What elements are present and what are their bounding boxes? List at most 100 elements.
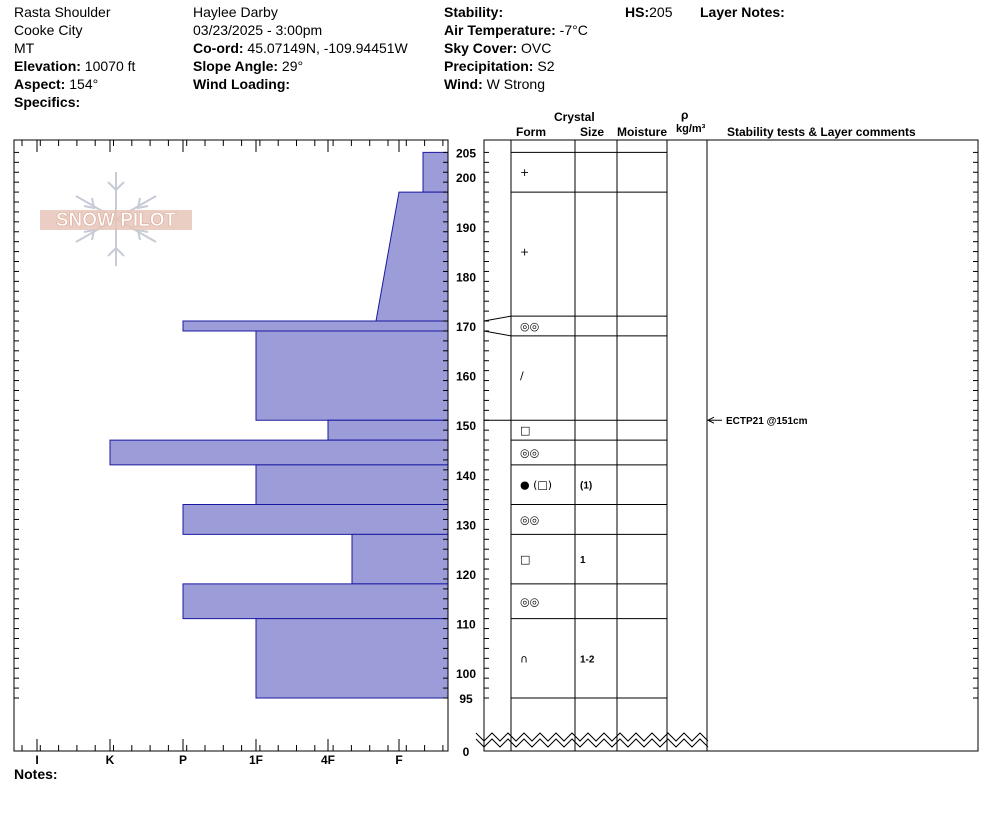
- wind-value: W Strong: [482, 76, 545, 92]
- slope-value: 29°: [278, 58, 304, 74]
- elevation-row: Elevation: 10070 ft: [14, 57, 135, 75]
- crystal-size: (1): [580, 481, 592, 492]
- hardness-tick-label: 4F: [321, 753, 335, 767]
- elevation-label: Elevation:: [14, 58, 81, 74]
- chart-frames: I K P 1F 4F F: [13, 139, 979, 767]
- hs-value: 205: [649, 4, 673, 20]
- crystal-size: 1: [580, 555, 586, 566]
- moisture-caption: Moisture: [617, 125, 668, 139]
- coord-value: 45.07149N, -109.94451W: [243, 40, 408, 56]
- aspect-row: Aspect: 154°: [14, 75, 135, 93]
- layer-notes-row: Layer Notes:: [700, 3, 785, 21]
- coord-label: Co-ord:: [193, 40, 244, 56]
- aspect-label: Aspect:: [14, 76, 66, 92]
- hardness-bar: [255, 618, 449, 699]
- slope-row: Slope Angle: 29°: [193, 57, 408, 75]
- slope-label: Slope Angle:: [193, 58, 279, 74]
- rho-caption: ρ: [681, 108, 689, 122]
- notes-label: Notes:: [14, 766, 58, 782]
- hardness-bar: [109, 439, 449, 466]
- layer-table: [483, 151, 667, 699]
- logo-banner: [40, 210, 192, 230]
- stability-tests: ECTP21 @151cm: [706, 416, 808, 427]
- depth-tick-label: 160: [456, 370, 476, 384]
- crystal-form: □: [520, 424, 530, 437]
- crystal-form: +: [520, 166, 529, 179]
- crystal-form: +: [520, 246, 529, 259]
- sky-row: Sky Cover: OVC: [444, 39, 588, 57]
- crystal-form: ∩: [520, 652, 528, 665]
- depth-tick-label: 120: [456, 568, 476, 582]
- form-caption: Form: [516, 125, 546, 139]
- crystal-form: /: [520, 370, 524, 383]
- hardness-bar: [255, 330, 449, 421]
- sky-value: OVC: [517, 40, 552, 56]
- hs-label: HS:: [625, 4, 650, 20]
- layer-connector: [483, 330, 512, 337]
- hardness-bar: [182, 583, 449, 620]
- logo-text: SNOW PILOT: [56, 210, 177, 231]
- hs-row: HS:205: [625, 3, 672, 21]
- state-name: MT: [14, 40, 35, 56]
- region-name: Cooke City: [14, 22, 83, 38]
- depth-tick-label: 180: [456, 270, 476, 284]
- elevation-value: 10070 ft: [80, 58, 136, 74]
- layer-notes-label: Layer Notes:: [700, 4, 785, 20]
- crystal-form: ◎◎: [520, 446, 539, 459]
- depth-tick-label: 150: [456, 419, 476, 433]
- hardness-profile: [109, 151, 449, 699]
- hardness-tick-label: K: [106, 753, 115, 767]
- axis-break: [475, 732, 709, 742]
- notes-row: Notes:: [14, 765, 58, 783]
- depth-tick-label: 170: [456, 320, 476, 334]
- specifics-label: Specifics:: [14, 94, 81, 110]
- hardness-frame: [13, 139, 449, 752]
- depth-tick-label: 190: [456, 221, 476, 235]
- depth-tick-label: 110: [456, 618, 476, 632]
- air-temp-label: Air Temperature:: [444, 22, 556, 38]
- coord-row: Co-ord: 45.07149N, -109.94451W: [193, 39, 408, 57]
- hardness-bar: [182, 504, 449, 535]
- depth-tick-label: 95: [459, 692, 473, 706]
- wind-loading-label: Wind Loading:: [193, 76, 291, 92]
- crystal-form: ◎◎: [520, 513, 539, 526]
- conditions-header: Stability: Air Temperature: -7°C Sky Cov…: [444, 3, 588, 93]
- stability-test-label: ECTP21 @151cm: [726, 416, 808, 427]
- hardness-tick-label: I: [35, 753, 38, 767]
- crystal-caption: Crystal: [554, 110, 595, 124]
- crystal-symbols: + + ◎◎ / □ ◎◎ ● (□) (1) ◎◎ □ 1 ◎◎ ∩ 1-2: [520, 166, 595, 665]
- snowpilot-logo: SNOW PILOT: [40, 172, 192, 266]
- hardness-tick-label: 1F: [249, 753, 263, 767]
- precip-row: Precipitation: S2: [444, 57, 588, 75]
- hardness-bar: [327, 419, 449, 441]
- depth-tick-label: 205: [456, 146, 476, 160]
- crystal-size: 1-2: [580, 654, 595, 665]
- stability-test-arrowhead: [706, 416, 715, 424]
- aspect-value: 154°: [65, 76, 99, 92]
- hardness-bar: [375, 191, 449, 322]
- air-temp-row: Air Temperature: -7°C: [444, 21, 588, 39]
- hardness-tick-label: P: [179, 753, 187, 767]
- hardness-bar: [351, 533, 449, 585]
- wind-label: Wind:: [444, 76, 483, 92]
- wind-loading-row: Wind Loading:: [193, 75, 408, 93]
- location-name: Rasta Shoulder: [14, 4, 111, 20]
- hardness-bar: [182, 320, 449, 332]
- density-caption: kg/m³: [676, 123, 706, 135]
- air-temp-value: -7°C: [555, 22, 588, 38]
- hardness-bar: [255, 464, 449, 506]
- depth-tick-label: 0: [463, 745, 470, 759]
- crystal-form: ◎◎: [520, 595, 539, 608]
- observation-datetime: 03/23/2025 - 3:00pm: [193, 22, 323, 38]
- wind-row: Wind: W Strong: [444, 75, 588, 93]
- precip-value: S2: [533, 58, 555, 74]
- size-caption: Size: [580, 125, 605, 139]
- stability-caption: Stability tests & Layer comments: [727, 125, 916, 139]
- crystal-form: ● (□): [520, 479, 552, 492]
- depth-tick-label: 200: [456, 171, 476, 185]
- depth-tick-label: 130: [456, 518, 476, 532]
- depth-tick-label: 140: [456, 469, 476, 483]
- crystal-form: □: [520, 553, 530, 566]
- specifics-row: Specifics:: [14, 93, 135, 111]
